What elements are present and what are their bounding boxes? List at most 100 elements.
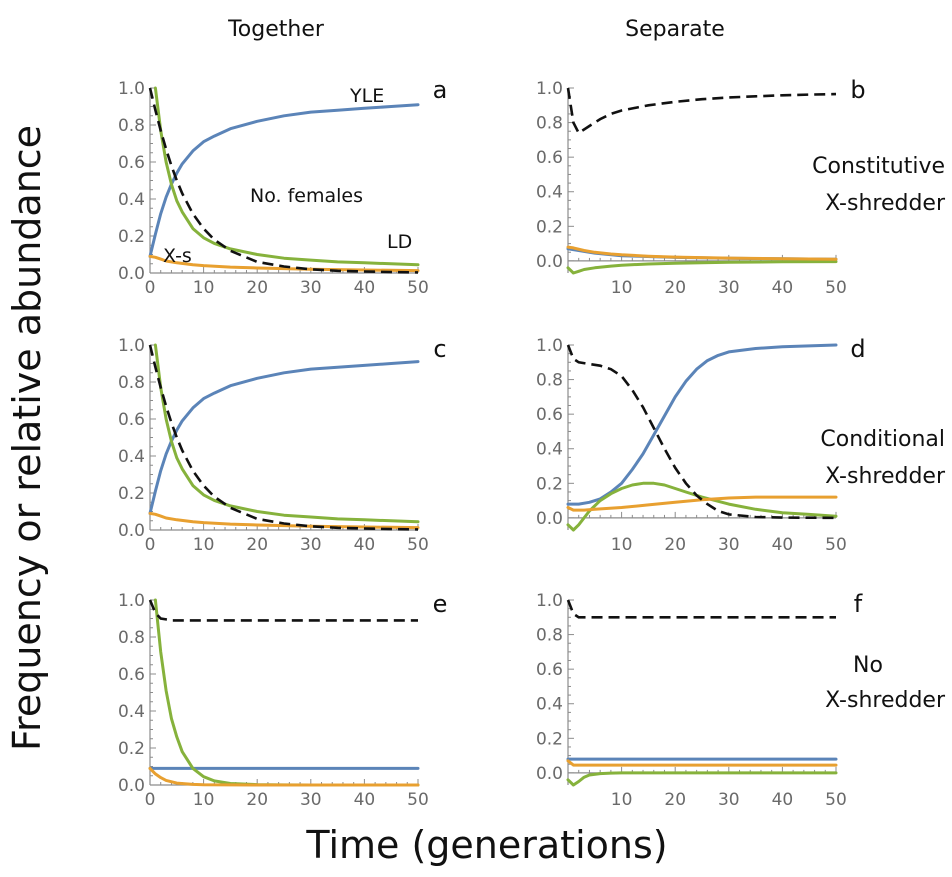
panel-a: 0.0 0.2 0.4 0.6 0.8 1.0 0 10 20 30 40 50 a YLE No. fem… [118,76,447,298]
panels-group: 0.0 0.2 0.4 0.6 0.8 1.0 0 10 20 30 40 50 a YLE No. fem… [118,76,866,810]
row-label-conditional-line1: Conditional [820,427,945,452]
x-tick-label: 40 [354,790,376,810]
y-tick-label: 0.2 [118,739,145,759]
series-line-ld [153,343,420,524]
x-tick-label: 50 [825,790,847,810]
x-tick-label: 50 [407,790,429,810]
x-tick-label: 50 [825,535,847,555]
y-tick-label: 0.4 [536,183,563,203]
annotation-x-s: X-s [163,245,192,267]
series-line-yle [148,103,420,258]
y-tick-label: 1.0 [536,336,563,356]
y-tick-label: 1.0 [118,79,145,99]
y-tick-label: 0.0 [536,509,563,529]
row-label-constitutive-line2: X-shredder [825,191,946,216]
panel-f: 0.0 0.2 0.4 0.6 0.8 1.0 10 20 30 40 50 f [536,590,863,810]
series-line-ld [566,771,838,787]
x-tick-label: 0 [145,535,156,555]
y-tick-label: 0.6 [536,660,563,680]
x-tick-label: 10 [611,790,633,810]
panel-letter-a: a [433,76,448,104]
panel-b: 0.0 0.2 0.4 0.6 0.8 1.0 10 20 30 40 50 b [536,76,866,298]
y-tick-label: 1.0 [536,79,563,99]
series-line-ld [566,260,838,275]
annotation-no-females: No. females [250,185,363,207]
x-tick-label: 40 [772,790,794,810]
x-tick-label: 20 [664,790,686,810]
y-tick-label: 0.6 [118,153,145,173]
row-label-constitutive-line1: Constitutive [812,154,945,179]
y-tick-label: 0.2 [536,217,563,237]
x-tick-label: 20 [246,790,268,810]
x-tick-label: 40 [772,535,794,555]
y-tick-label: 0.0 [118,521,145,541]
series-line-ld [153,598,420,787]
x-tick-label: 50 [407,535,429,555]
y-tick-label: 1.0 [118,591,145,611]
row-label-none-line1: No [853,653,883,678]
x-tick-label: 30 [300,535,322,555]
y-tick-label: 0.4 [536,440,563,460]
y-tick-label: 0.8 [536,371,563,391]
x-tick-label: 20 [664,278,686,298]
panel-letter-c: c [433,335,446,363]
panel-letter-b: b [850,76,865,104]
y-axis-label: Frequency or relative abundance [5,125,49,751]
series-line-x-s [148,766,420,787]
series-line-x-s [566,759,838,767]
x-axis-label: Time (generations) [305,823,667,867]
y-tick-label: 0.6 [118,665,145,685]
series-line-ld [566,481,838,532]
panel-d: 0.0 0.2 0.4 0.6 0.8 1.0 10 20 30 40 50 d [536,335,866,555]
y-tick-label: 0.4 [118,447,145,467]
series-line-no-females [148,599,418,622]
x-tick-label: 50 [407,278,429,298]
y-tick-label: 0.6 [536,405,563,425]
x-tick-label: 10 [193,790,215,810]
y-tick-label: 0.8 [118,116,145,136]
series-line-no-females [566,599,836,619]
series-line-no-females [148,87,419,274]
y-tick-label: 0.8 [118,628,145,648]
y-tick-label: 0.4 [118,190,145,210]
series-line-no-females [148,344,419,531]
row-label-conditional-line2: X-shredder [825,464,946,489]
y-tick-label: 1.0 [536,591,563,611]
y-tick-label: 0.6 [118,410,145,430]
column-title-together: Together [227,17,325,42]
y-tick-label: 0.0 [118,776,145,796]
y-tick-label: 0.4 [118,702,145,722]
y-tick-label: 0.0 [536,764,563,784]
row-label-none-line2: X-shredder [825,688,946,713]
x-tick-label: 0 [145,278,156,298]
x-tick-label: 10 [193,535,215,555]
x-tick-label: 30 [718,790,740,810]
y-tick-label: 0.8 [536,626,563,646]
series-line-yle [148,360,420,515]
y-tick-label: 0.8 [118,373,145,393]
panel-e: 0.0 0.2 0.4 0.6 0.8 1.0 0 10 20 30 40 50 e [118,590,447,810]
y-tick-label: 0.2 [118,227,145,247]
x-tick-label: 50 [825,278,847,298]
series-line-ld [153,86,420,267]
y-tick-label: 0.0 [536,252,563,272]
x-tick-label: 40 [354,535,376,555]
y-tick-label: 0.4 [536,695,563,715]
annotation-yle: YLE [349,85,384,107]
x-tick-label: 20 [246,278,268,298]
annotation-ld: LD [387,231,412,253]
x-tick-label: 30 [300,278,322,298]
panel-letter-f: f [854,590,863,618]
x-tick-label: 10 [611,278,633,298]
x-tick-label: 10 [611,535,633,555]
x-tick-label: 30 [718,278,740,298]
x-tick-label: 30 [718,535,740,555]
x-tick-label: 40 [772,278,794,298]
y-tick-label: 0.2 [118,484,145,504]
x-tick-label: 40 [354,278,376,298]
series-line-no-females [566,87,837,135]
column-title-separate: Separate [625,17,725,42]
panel-letter-d: d [850,335,865,363]
series-line-x-s [566,495,838,512]
y-tick-label: 1.0 [118,336,145,356]
